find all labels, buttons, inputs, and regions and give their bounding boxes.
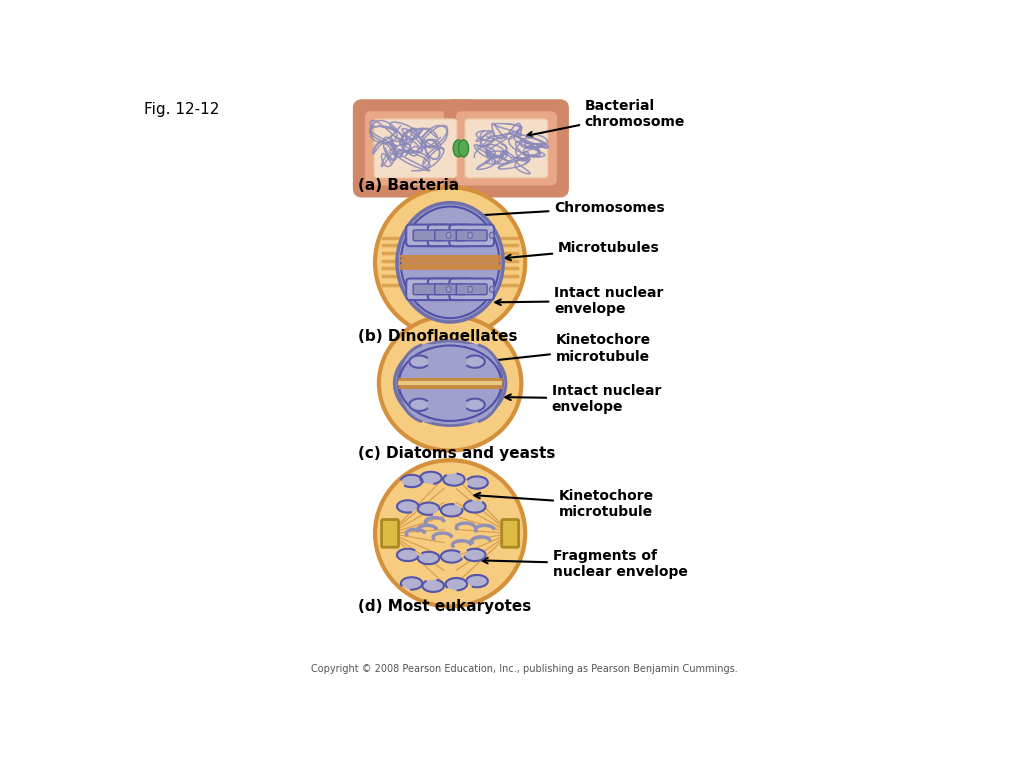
FancyBboxPatch shape — [457, 230, 487, 241]
Text: Copyright © 2008 Pearson Education, Inc., publishing as Pearson Benjamin Cumming: Copyright © 2008 Pearson Education, Inc.… — [311, 664, 738, 674]
FancyBboxPatch shape — [374, 119, 457, 177]
Text: Fragments of
nuclear envelope: Fragments of nuclear envelope — [482, 549, 687, 579]
Ellipse shape — [489, 286, 494, 293]
FancyBboxPatch shape — [450, 224, 494, 247]
FancyBboxPatch shape — [428, 224, 472, 247]
Polygon shape — [443, 474, 465, 485]
Ellipse shape — [375, 460, 525, 607]
Polygon shape — [410, 399, 427, 411]
FancyBboxPatch shape — [450, 279, 494, 300]
Text: (a) Bacteria: (a) Bacteria — [357, 177, 459, 193]
Ellipse shape — [468, 286, 472, 293]
Polygon shape — [397, 549, 418, 561]
Text: (c) Diatoms and yeasts: (c) Diatoms and yeasts — [357, 446, 555, 462]
Ellipse shape — [397, 203, 503, 322]
Ellipse shape — [489, 232, 494, 238]
Ellipse shape — [441, 344, 503, 422]
FancyBboxPatch shape — [413, 284, 444, 295]
Ellipse shape — [454, 140, 463, 157]
Text: Kinetochore
microtubule: Kinetochore microtubule — [474, 489, 653, 519]
Polygon shape — [418, 552, 439, 564]
Text: Chromosomes: Chromosomes — [443, 200, 665, 220]
Polygon shape — [467, 399, 484, 411]
Ellipse shape — [394, 341, 506, 425]
FancyBboxPatch shape — [435, 284, 466, 295]
Polygon shape — [466, 575, 487, 588]
Ellipse shape — [397, 344, 460, 422]
FancyBboxPatch shape — [354, 101, 477, 196]
Polygon shape — [420, 472, 441, 484]
Polygon shape — [400, 578, 422, 590]
Ellipse shape — [375, 187, 525, 337]
Ellipse shape — [446, 286, 451, 293]
FancyBboxPatch shape — [457, 284, 487, 295]
FancyBboxPatch shape — [445, 101, 567, 196]
Text: Intact nuclear
envelope: Intact nuclear envelope — [496, 286, 664, 316]
Ellipse shape — [446, 232, 451, 238]
FancyBboxPatch shape — [413, 230, 444, 241]
Text: (b) Dinoflagellates: (b) Dinoflagellates — [357, 329, 517, 344]
Text: Intact nuclear
envelope: Intact nuclear envelope — [505, 383, 662, 414]
FancyBboxPatch shape — [435, 230, 466, 241]
Polygon shape — [401, 475, 422, 487]
Polygon shape — [464, 501, 485, 512]
Polygon shape — [465, 549, 485, 561]
Polygon shape — [441, 504, 463, 516]
Ellipse shape — [468, 232, 472, 238]
Text: Microtubules: Microtubules — [505, 241, 659, 260]
Polygon shape — [418, 502, 439, 515]
Polygon shape — [422, 580, 444, 592]
Ellipse shape — [379, 316, 521, 451]
FancyBboxPatch shape — [428, 279, 472, 300]
FancyBboxPatch shape — [407, 279, 451, 300]
Polygon shape — [445, 578, 467, 591]
FancyBboxPatch shape — [455, 110, 558, 187]
Polygon shape — [467, 356, 484, 368]
Ellipse shape — [459, 140, 469, 157]
Text: (d) Most eukaryotes: (d) Most eukaryotes — [357, 599, 531, 614]
Polygon shape — [410, 356, 427, 368]
Polygon shape — [468, 476, 487, 488]
Text: Fig. 12-12: Fig. 12-12 — [144, 102, 220, 118]
FancyBboxPatch shape — [382, 519, 398, 548]
Polygon shape — [441, 551, 462, 563]
Polygon shape — [397, 500, 419, 512]
FancyBboxPatch shape — [407, 224, 451, 247]
FancyBboxPatch shape — [502, 519, 518, 548]
Text: Kinetochore
microtubule: Kinetochore microtubule — [487, 333, 650, 364]
FancyBboxPatch shape — [465, 119, 548, 177]
FancyBboxPatch shape — [364, 110, 467, 187]
Text: Bacterial
chromosome: Bacterial chromosome — [526, 98, 685, 137]
